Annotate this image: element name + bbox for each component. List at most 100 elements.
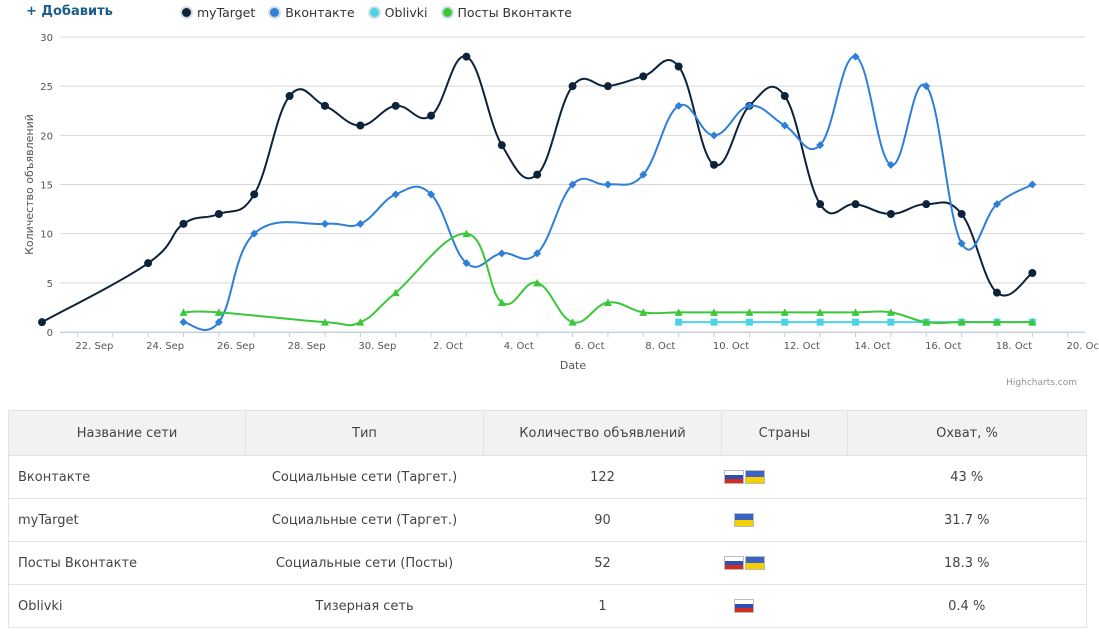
data-point[interactable] xyxy=(533,278,542,287)
data-point[interactable] xyxy=(603,298,612,307)
country-flags xyxy=(642,513,848,527)
data-point[interactable] xyxy=(462,259,471,268)
data-point[interactable] xyxy=(320,318,329,326)
col-header-type[interactable]: Тип xyxy=(245,410,484,456)
data-point[interactable] xyxy=(356,318,365,326)
data-point[interactable] xyxy=(144,259,153,268)
data-point[interactable] xyxy=(992,318,1001,326)
data-point[interactable] xyxy=(533,170,542,179)
networks-table: Название сети Тип Количество объявлений … xyxy=(8,410,1087,628)
col-header-reach[interactable]: Охват, % xyxy=(847,410,1087,456)
data-point[interactable] xyxy=(214,308,223,316)
data-point[interactable] xyxy=(462,229,471,238)
data-point[interactable] xyxy=(992,288,1001,297)
data-point[interactable] xyxy=(745,101,754,110)
x-tick-label: 18. Oct xyxy=(996,341,1032,352)
data-point[interactable] xyxy=(533,249,542,258)
data-point[interactable] xyxy=(179,318,188,327)
data-point[interactable] xyxy=(568,180,577,189)
data-point[interactable] xyxy=(1028,180,1037,189)
data-point[interactable] xyxy=(462,52,471,61)
data-point[interactable] xyxy=(852,318,860,326)
col-header-countries[interactable]: Страны xyxy=(721,410,848,456)
flag-ukraine-icon xyxy=(734,513,754,527)
data-point[interactable] xyxy=(356,121,365,130)
data-point[interactable] xyxy=(886,160,895,169)
data-point[interactable] xyxy=(745,318,753,326)
data-point[interactable] xyxy=(886,308,895,316)
data-point[interactable] xyxy=(816,308,825,316)
data-point[interactable] xyxy=(179,308,188,316)
legend-item-oblivki[interactable]: Oblivki xyxy=(367,5,428,20)
data-point[interactable] xyxy=(674,62,683,71)
data-point[interactable] xyxy=(710,131,719,140)
data-point[interactable] xyxy=(603,82,612,91)
data-point[interactable] xyxy=(710,160,719,169)
data-point[interactable] xyxy=(674,101,683,110)
data-point[interactable] xyxy=(497,298,506,307)
data-point[interactable] xyxy=(427,111,436,120)
data-point[interactable] xyxy=(320,101,329,110)
data-point[interactable] xyxy=(957,210,966,218)
data-point[interactable] xyxy=(568,318,577,326)
data-point[interactable] xyxy=(710,308,719,316)
legend-item-mytarget[interactable]: myTarget xyxy=(180,5,255,20)
data-point[interactable] xyxy=(922,318,931,326)
data-point[interactable] xyxy=(1028,269,1037,277)
data-point[interactable] xyxy=(780,92,789,100)
data-point[interactable] xyxy=(603,180,612,189)
data-point[interactable] xyxy=(780,308,789,316)
data-point[interactable] xyxy=(780,121,789,130)
data-point[interactable] xyxy=(781,318,789,326)
col-header-count[interactable]: Количество объявлений xyxy=(483,410,722,456)
data-point[interactable] xyxy=(675,318,683,326)
data-point[interactable] xyxy=(816,200,825,209)
chart-credits[interactable]: Highcharts.com xyxy=(1006,378,1077,388)
data-point[interactable] xyxy=(639,170,648,179)
data-point[interactable] xyxy=(992,200,1001,209)
data-point[interactable] xyxy=(710,318,718,326)
data-point[interactable] xyxy=(922,82,931,91)
data-point[interactable] xyxy=(957,318,966,326)
data-point[interactable] xyxy=(816,318,824,326)
data-point[interactable] xyxy=(497,141,506,150)
data-point[interactable] xyxy=(568,82,577,91)
data-point[interactable] xyxy=(497,249,506,258)
data-point[interactable] xyxy=(179,219,188,228)
data-point[interactable] xyxy=(427,190,436,199)
data-point[interactable] xyxy=(1028,318,1037,326)
legend-item-vkontakte[interactable]: Вконтакте xyxy=(268,5,355,20)
table-row[interactable]: Вконтакте Социальные сети (Таргет.) 122 43 … xyxy=(8,455,1087,499)
data-point[interactable] xyxy=(886,210,895,218)
data-point[interactable] xyxy=(851,52,860,61)
data-point[interactable] xyxy=(887,318,895,326)
data-point[interactable] xyxy=(391,190,400,199)
col-header-network[interactable]: Название сети xyxy=(8,410,246,456)
data-point[interactable] xyxy=(250,190,259,199)
data-point[interactable] xyxy=(320,219,329,228)
data-point[interactable] xyxy=(745,308,754,316)
data-point[interactable] xyxy=(957,239,966,248)
data-point[interactable] xyxy=(391,101,400,110)
table-row[interactable]: Oblivki Тизерная сеть 1 0.4 % xyxy=(8,584,1087,628)
data-point[interactable] xyxy=(214,318,223,327)
data-point[interactable] xyxy=(356,219,365,228)
data-point[interactable] xyxy=(639,72,648,81)
legend-label: Вконтакте xyxy=(285,5,355,20)
table-row[interactable]: Посты Вконтакте Социальные сети (Посты) 52… xyxy=(8,541,1087,585)
data-point[interactable] xyxy=(674,308,683,316)
legend-item-vk-posts[interactable]: Посты Вконтакте xyxy=(440,5,572,20)
data-point[interactable] xyxy=(38,318,46,327)
data-point[interactable] xyxy=(851,308,860,316)
data-point[interactable] xyxy=(391,288,400,297)
data-point[interactable] xyxy=(285,92,294,100)
table-row[interactable]: myTarget Социальные сети (Таргет.) 90 31.7 … xyxy=(8,498,1087,542)
data-point[interactable] xyxy=(851,200,860,209)
data-point[interactable] xyxy=(250,229,259,238)
data-point[interactable] xyxy=(816,141,825,150)
network-name-cell: Oblivki xyxy=(8,584,246,628)
data-point[interactable] xyxy=(639,308,648,316)
data-point[interactable] xyxy=(922,200,931,209)
add-network-button[interactable]: + Добавить xyxy=(26,4,113,19)
data-point[interactable] xyxy=(214,210,223,218)
